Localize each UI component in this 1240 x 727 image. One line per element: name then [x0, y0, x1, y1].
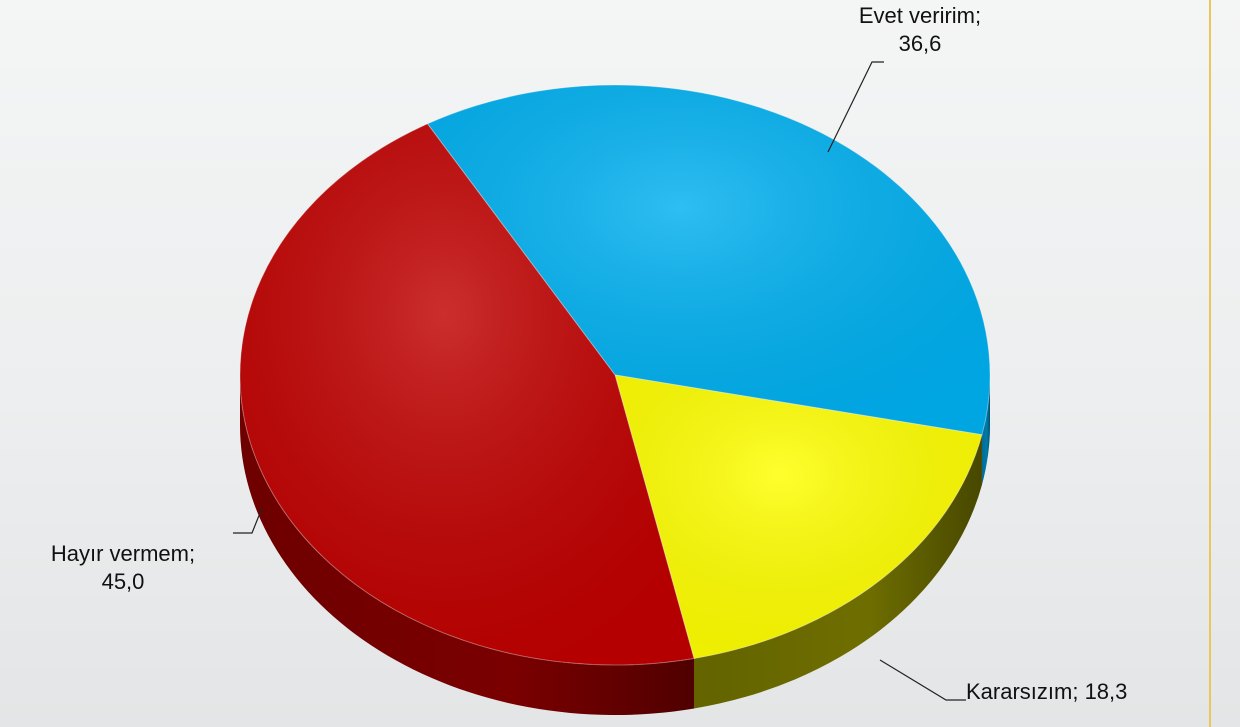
- right-border-line: [1209, 0, 1211, 727]
- pie-slice-shine-evet-veririm: [427, 84, 990, 435]
- pie-sides: [240, 375, 990, 715]
- pie-tops: [239, 84, 991, 666]
- data-label-evet-value: 36,6: [898, 31, 942, 56]
- pie-side-shade-karars-z-m: [694, 434, 982, 709]
- pie-side-shade-hay-r-vermem: [240, 375, 695, 715]
- data-label-hayir-name: Hayır vermem;: [50, 541, 196, 566]
- data-label-evet-veririm: Evet veririm; 36,6: [810, 2, 1030, 58]
- pie-slice-shine-hay-r-vermem: [239, 123, 695, 665]
- data-label-kararsizim: Kararsızım; 18,3: [966, 679, 1128, 704]
- leader-line-evet-veririm: [827, 61, 884, 153]
- pie-side-shade-evet-veririm: [981, 375, 990, 485]
- leader-line-kararsizim: [879, 659, 966, 701]
- data-label-evet-name: Evet veririm;: [858, 3, 982, 28]
- pie-slice-shine-karars-z-m: [615, 375, 982, 659]
- leader-lines: [233, 61, 966, 701]
- data-label-hayir-vermem: Hayır vermem; 45,0: [8, 540, 238, 596]
- leader-line-hayir-vermem: [233, 507, 263, 534]
- data-label-hayir-value: 45,0: [101, 569, 145, 594]
